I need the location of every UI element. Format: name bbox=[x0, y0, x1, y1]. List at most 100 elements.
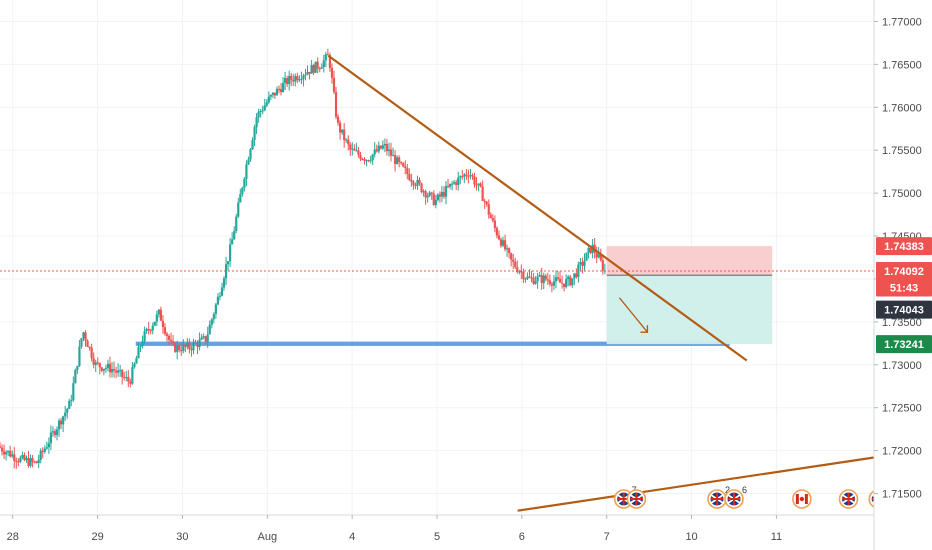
candle-body bbox=[499, 239, 503, 246]
candle-body bbox=[267, 96, 270, 103]
candle-body bbox=[194, 342, 197, 344]
candle-body bbox=[133, 363, 136, 368]
candle-body bbox=[416, 179, 419, 186]
candle-body bbox=[86, 340, 89, 348]
candle-body bbox=[528, 276, 531, 278]
take-profit-zone[interactable] bbox=[606, 275, 773, 345]
price-tag-bg bbox=[876, 262, 932, 281]
maple-leaf-icon bbox=[799, 496, 805, 502]
trendlines[interactable] bbox=[327, 54, 875, 512]
candle-body bbox=[259, 110, 262, 112]
candle-body bbox=[446, 186, 450, 188]
x-tick-label: 11 bbox=[771, 531, 782, 543]
trendline-2[interactable] bbox=[517, 456, 875, 512]
candle-body bbox=[516, 267, 519, 272]
candle-body bbox=[135, 358, 138, 364]
candle-body bbox=[64, 412, 67, 417]
x-tick-label: 10 bbox=[685, 531, 697, 543]
price-tag-label: 1.74383 bbox=[884, 241, 924, 253]
candle-body bbox=[514, 261, 517, 268]
candle-body bbox=[157, 309, 160, 315]
candle-body bbox=[332, 77, 336, 93]
candle-body bbox=[406, 168, 409, 175]
candle-body bbox=[330, 67, 334, 78]
candle-body bbox=[398, 157, 401, 163]
candle-body bbox=[371, 154, 374, 161]
candle-body bbox=[479, 183, 482, 187]
candle-body bbox=[577, 264, 580, 278]
candle-body bbox=[202, 336, 205, 338]
candle-body bbox=[277, 88, 281, 90]
candle-body bbox=[477, 183, 480, 185]
candle-body bbox=[569, 276, 572, 286]
candle-body bbox=[341, 129, 344, 133]
grid bbox=[0, 0, 874, 515]
candle-body bbox=[186, 342, 189, 347]
candle-body bbox=[74, 369, 77, 384]
candle-body bbox=[381, 145, 384, 149]
canada-flag-icon[interactable] bbox=[792, 489, 812, 509]
uk-flag-icon[interactable] bbox=[838, 489, 859, 509]
candle-body bbox=[463, 174, 466, 177]
x-tick-label: 28 bbox=[7, 531, 19, 543]
candle-body bbox=[353, 148, 356, 151]
economic-events[interactable]: 7265 bbox=[613, 485, 892, 509]
candle-body bbox=[373, 149, 376, 155]
candle-body bbox=[522, 271, 525, 280]
candle-body bbox=[265, 102, 268, 106]
candle-body bbox=[581, 262, 584, 266]
candle-body bbox=[471, 175, 474, 177]
candle-body bbox=[141, 341, 144, 346]
candle-body bbox=[239, 194, 242, 203]
candle-body bbox=[410, 179, 413, 182]
y-tick-label: 1.75500 bbox=[882, 145, 922, 157]
candle-body bbox=[495, 228, 499, 236]
price-tag-bg bbox=[876, 300, 932, 319]
candle-body bbox=[55, 429, 59, 436]
candle-body bbox=[231, 239, 234, 245]
candle-body bbox=[363, 159, 366, 161]
candle-body bbox=[263, 105, 266, 111]
candles bbox=[0, 48, 606, 469]
candle-body bbox=[487, 204, 490, 215]
candle-body bbox=[548, 280, 551, 284]
stop-loss-zone[interactable] bbox=[606, 246, 773, 276]
candle-body bbox=[430, 192, 433, 194]
price-tags: 1.74383 1.74092 51:43 1.74043 1.73241 bbox=[876, 237, 932, 354]
flag-band-right bbox=[804, 494, 808, 504]
candle-body bbox=[469, 175, 472, 177]
position-tool[interactable] bbox=[606, 246, 773, 345]
candle-body bbox=[108, 363, 112, 373]
candle-body bbox=[241, 187, 244, 195]
candle-body bbox=[361, 159, 364, 161]
candle-body bbox=[542, 275, 545, 284]
candle-body bbox=[5, 452, 8, 455]
candle-body bbox=[182, 344, 185, 352]
candle-body bbox=[21, 455, 24, 458]
candle-body bbox=[125, 376, 128, 378]
candle-body bbox=[485, 201, 488, 205]
candle-body bbox=[90, 347, 93, 359]
event-count: 6 bbox=[742, 485, 747, 495]
y-tick-label: 1.75000 bbox=[882, 188, 922, 200]
candle-body bbox=[536, 276, 539, 282]
candle-body bbox=[112, 368, 116, 371]
candle-body bbox=[290, 75, 293, 81]
candle-body bbox=[310, 65, 313, 74]
candle-body bbox=[214, 304, 217, 315]
candle-body bbox=[565, 279, 568, 288]
candle-body bbox=[96, 362, 99, 364]
candle-body bbox=[505, 248, 509, 250]
candle-body bbox=[271, 92, 274, 95]
candle-body bbox=[524, 278, 527, 280]
y-tick-label: 1.71500 bbox=[882, 489, 922, 501]
candle-body bbox=[585, 252, 588, 261]
uk-flag-icon[interactable] bbox=[626, 489, 647, 509]
candle-body bbox=[457, 177, 460, 186]
uk-flag-icon[interactable]: 2 bbox=[707, 485, 730, 509]
trendline-1[interactable] bbox=[327, 54, 748, 362]
event-count: 2 bbox=[725, 485, 730, 495]
uk-flag-icon[interactable]: 6 bbox=[724, 485, 747, 509]
candle-body bbox=[19, 457, 22, 462]
